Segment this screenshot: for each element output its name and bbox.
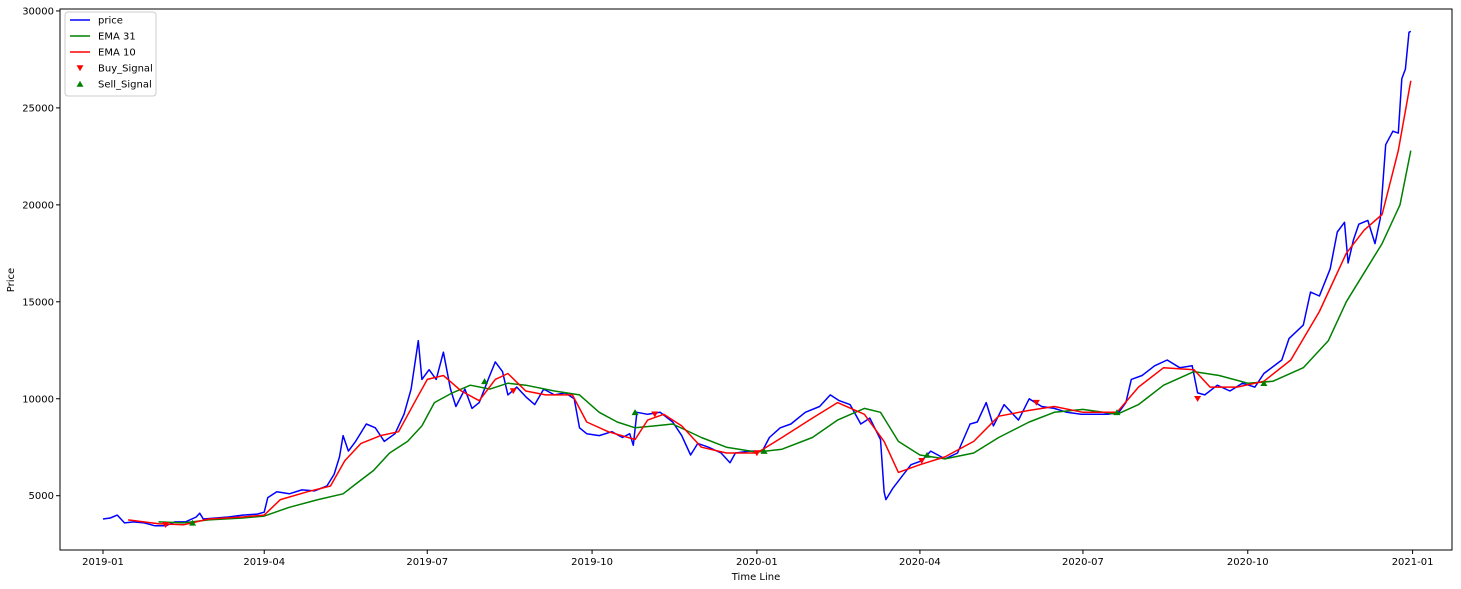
x-tick-label: 2021-01	[1392, 557, 1434, 568]
legend-label-price: price	[98, 16, 123, 27]
sell-signal-marker	[1113, 409, 1121, 416]
y-tick-label: 10000	[22, 394, 54, 405]
legend-swatch-buy-signal	[76, 65, 84, 72]
series-line-ema-10	[128, 80, 1412, 526]
buy-signal-marker	[1032, 399, 1040, 406]
legend-label-buy-signal: Buy_Signal	[98, 64, 153, 75]
sell-signal-marker	[1260, 380, 1268, 387]
y-tick-label: 15000	[22, 297, 54, 308]
y-axis-label: Price	[6, 268, 17, 292]
sell-signal-marker	[481, 378, 489, 385]
legend: price EMA 31 EMA 10 Buy_Signal Sell_Signal	[64, 11, 157, 97]
y-tick-label: 25000	[22, 103, 54, 114]
y-axis: 5000 10000 15000 20000 25000 30000	[22, 6, 60, 502]
x-tick-label: 2020-10	[1227, 557, 1269, 568]
x-tick-label: 2019-04	[243, 557, 285, 568]
y-tick-label: 30000	[22, 6, 54, 17]
x-tick-label: 2020-04	[899, 557, 941, 568]
x-axis-label: Time Line	[731, 572, 781, 583]
marker-layer	[162, 378, 1268, 528]
y-tick-label: 20000	[22, 200, 54, 211]
legend-box	[64, 11, 157, 97]
x-tick-label: 2019-10	[571, 557, 613, 568]
series-layer	[102, 30, 1412, 527]
plot-area	[59, 8, 1453, 551]
sell-signal-marker	[923, 451, 931, 458]
buy-signal-marker	[509, 388, 517, 395]
x-tick-label: 2019-07	[406, 557, 448, 568]
x-tick-label: 2019-01	[82, 557, 124, 568]
series-line-ema-31	[158, 150, 1412, 524]
buy-signal-marker	[162, 521, 170, 528]
legend-label-ema-10: EMA 10	[98, 48, 136, 59]
sell-signal-marker	[631, 409, 639, 416]
buy-signal-marker	[1194, 395, 1202, 402]
legend-swatch-sell-signal	[76, 80, 84, 87]
x-tick-label: 2020-07	[1062, 557, 1104, 568]
series-line-price	[102, 30, 1412, 527]
sell-signal-marker	[760, 447, 768, 454]
buy-signal-marker	[651, 411, 659, 418]
buy-signal-marker	[753, 450, 761, 457]
x-axis: 2019-01 2019-04 2019-07 2019-10 2020-01 2020-…	[82, 550, 1433, 568]
sell-signal-marker	[189, 519, 197, 526]
legend-label-ema-31: EMA 31	[98, 32, 136, 43]
y-tick-label: 5000	[29, 491, 54, 502]
x-tick-label: 2020-01	[736, 557, 778, 568]
legend-label-sell-signal: Sell_Signal	[98, 80, 152, 91]
buy-signal-marker	[918, 458, 926, 464]
